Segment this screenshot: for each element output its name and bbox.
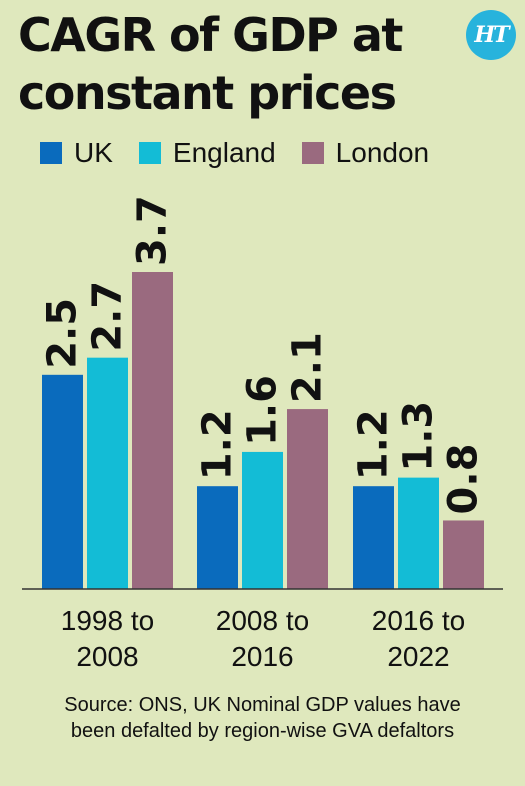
ht-logo-text: HT xyxy=(474,22,509,48)
source-note: Source: ONS, UK Nominal GDP values have … xyxy=(0,692,525,744)
title-line-2: constant prices xyxy=(18,66,397,120)
x-tick-label-3-line-1: 2016 to xyxy=(372,605,465,636)
legend-label-london: London xyxy=(335,137,430,168)
title-line-1: CAGR of GDP at xyxy=(18,8,403,62)
data-label-london-3: 0.8 xyxy=(441,444,487,515)
data-label-uk-3: 1.2 xyxy=(351,409,397,480)
bar-england-2 xyxy=(242,451,283,589)
source-line-1: Source: ONS, UK Nominal GDP values have xyxy=(64,694,461,716)
bar-england-1 xyxy=(87,357,128,589)
x-tick-label-1-line-1: 1998 to xyxy=(61,605,154,636)
chart-title: CAGR of GDP at constant prices xyxy=(18,6,403,122)
data-label-england-1: 2.7 xyxy=(85,281,131,352)
x-tick-label-2-line-2: 2016 xyxy=(231,641,293,672)
data-label-uk-2: 1.2 xyxy=(195,409,241,480)
bar-uk-3 xyxy=(353,486,394,589)
bar-london-2 xyxy=(287,409,328,589)
data-label-uk-1: 2.5 xyxy=(40,298,86,369)
legend-item-uk: UK xyxy=(40,137,113,169)
data-label-england-2: 1.6 xyxy=(240,375,286,446)
bar-london-1 xyxy=(132,272,173,589)
legend: UK England London xyxy=(40,136,455,170)
x-tick-label-1-line-2: 2008 xyxy=(76,641,138,672)
bar-uk-2 xyxy=(197,486,238,589)
data-label-london-1: 3.7 xyxy=(130,195,176,266)
legend-swatch-uk xyxy=(40,142,62,164)
bar-london-3 xyxy=(443,520,484,589)
legend-swatch-england xyxy=(138,142,161,164)
ht-logo: HT xyxy=(466,10,516,60)
legend-item-london: London xyxy=(301,137,430,169)
bar-england-3 xyxy=(398,477,439,589)
legend-label-england: England xyxy=(172,137,276,168)
x-tick-label-2-line-1: 2008 to xyxy=(216,605,309,636)
source-line-2: been defalted by region-wise GVA defalto… xyxy=(70,720,455,742)
data-label-london-2: 2.1 xyxy=(285,332,331,403)
legend-swatch-london xyxy=(301,142,324,164)
bar-uk-1 xyxy=(42,374,83,589)
x-tick-label-3-line-2: 2022 xyxy=(387,641,449,672)
data-label-england-3: 1.3 xyxy=(396,401,442,472)
legend-item-england: England xyxy=(138,137,276,169)
legend-label-uk: UK xyxy=(74,137,113,168)
